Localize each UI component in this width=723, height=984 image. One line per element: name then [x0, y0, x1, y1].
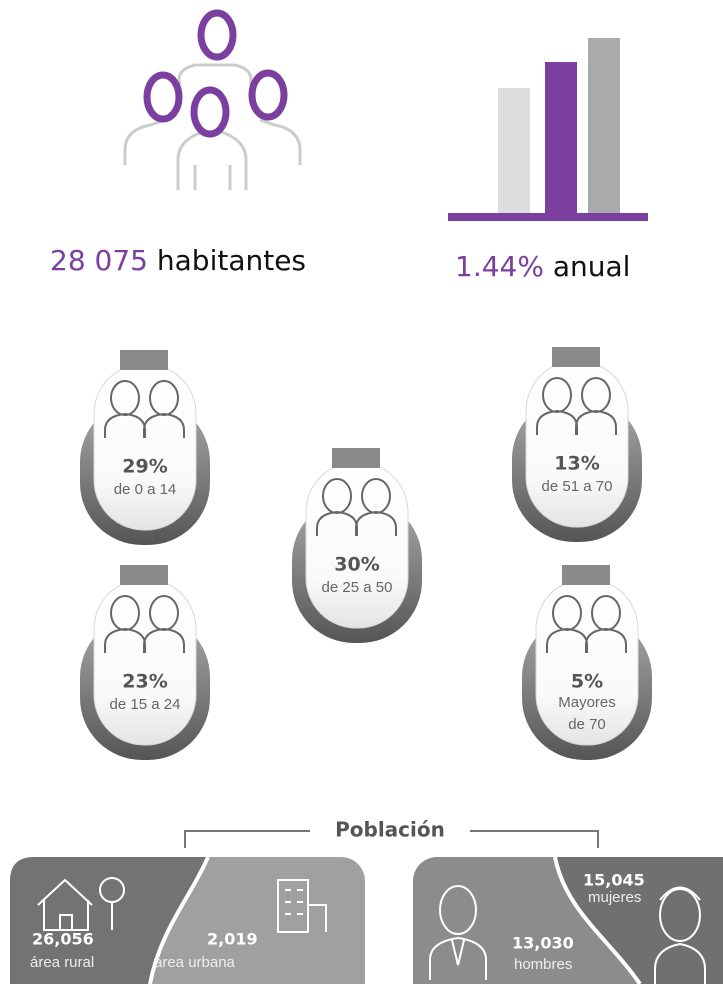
- urban-value: 2,019: [207, 930, 258, 949]
- poblacion-title: Población: [335, 818, 445, 842]
- card-tab: [120, 350, 168, 370]
- population-stat: 28 075 habitantes: [50, 244, 306, 277]
- age-range: de 70: [568, 716, 606, 733]
- age-range: Mayores: [558, 694, 616, 711]
- card-body: [93, 578, 197, 746]
- card-tab: [552, 347, 600, 367]
- age-card: 23% de 15 a 24: [80, 565, 210, 760]
- women-value: 15,045: [583, 871, 645, 890]
- age-range: de 51 a 70: [542, 478, 613, 495]
- urban-label: área urbana: [154, 954, 236, 971]
- population-label: habitantes: [157, 244, 306, 277]
- people-icon: [123, 9, 302, 190]
- person-body: [355, 510, 397, 536]
- men-label: hombres: [514, 956, 572, 973]
- person-body: [585, 627, 627, 653]
- men-value: 13,030: [512, 934, 574, 953]
- age-percent: 13%: [554, 453, 599, 475]
- card-tab: [120, 565, 168, 585]
- person-body: [575, 409, 617, 435]
- age-range: de 15 a 24: [110, 696, 181, 713]
- card-body: [525, 360, 629, 528]
- person-body: [143, 627, 185, 653]
- population-value: 28 075: [50, 244, 148, 277]
- growth-stat: 1.44% anual: [455, 250, 630, 283]
- card-tab: [332, 448, 380, 468]
- age-card: 13% de 51 a 70: [512, 347, 642, 542]
- age-range: de 25 a 50: [322, 579, 393, 596]
- women-label: mujeres: [588, 889, 641, 906]
- age-card: 29% de 0 a 14: [80, 350, 210, 545]
- person-body: [143, 412, 185, 438]
- age-card: 5%Mayores de 70: [522, 565, 652, 760]
- card-tab: [562, 565, 610, 585]
- card-body: [305, 461, 409, 629]
- age-percent: 29%: [122, 456, 167, 478]
- age-percent: 30%: [334, 554, 379, 576]
- card-body: [93, 363, 197, 531]
- area-panel: 26,056 área rural 2,019 área urbana: [10, 856, 365, 984]
- age-cards: 29% de 0 a 14 23% de 15 a 24 30% de 25 a 50 13…: [80, 347, 652, 760]
- bracket: [184, 830, 599, 848]
- growth-value: 1.44%: [455, 250, 544, 283]
- age-range: de 0 a 14: [114, 481, 177, 498]
- age-percent: 5%: [571, 671, 603, 693]
- age-card: 30% de 25 a 50: [292, 448, 422, 643]
- age-percent: 23%: [122, 671, 167, 693]
- bars-icon: [448, 38, 648, 221]
- rural-value: 26,056: [32, 930, 94, 949]
- growth-label: anual: [553, 250, 631, 283]
- rural-label: área rural: [30, 954, 94, 971]
- gender-panel: 15,045 mujeres 13,030 hombres: [413, 856, 723, 984]
